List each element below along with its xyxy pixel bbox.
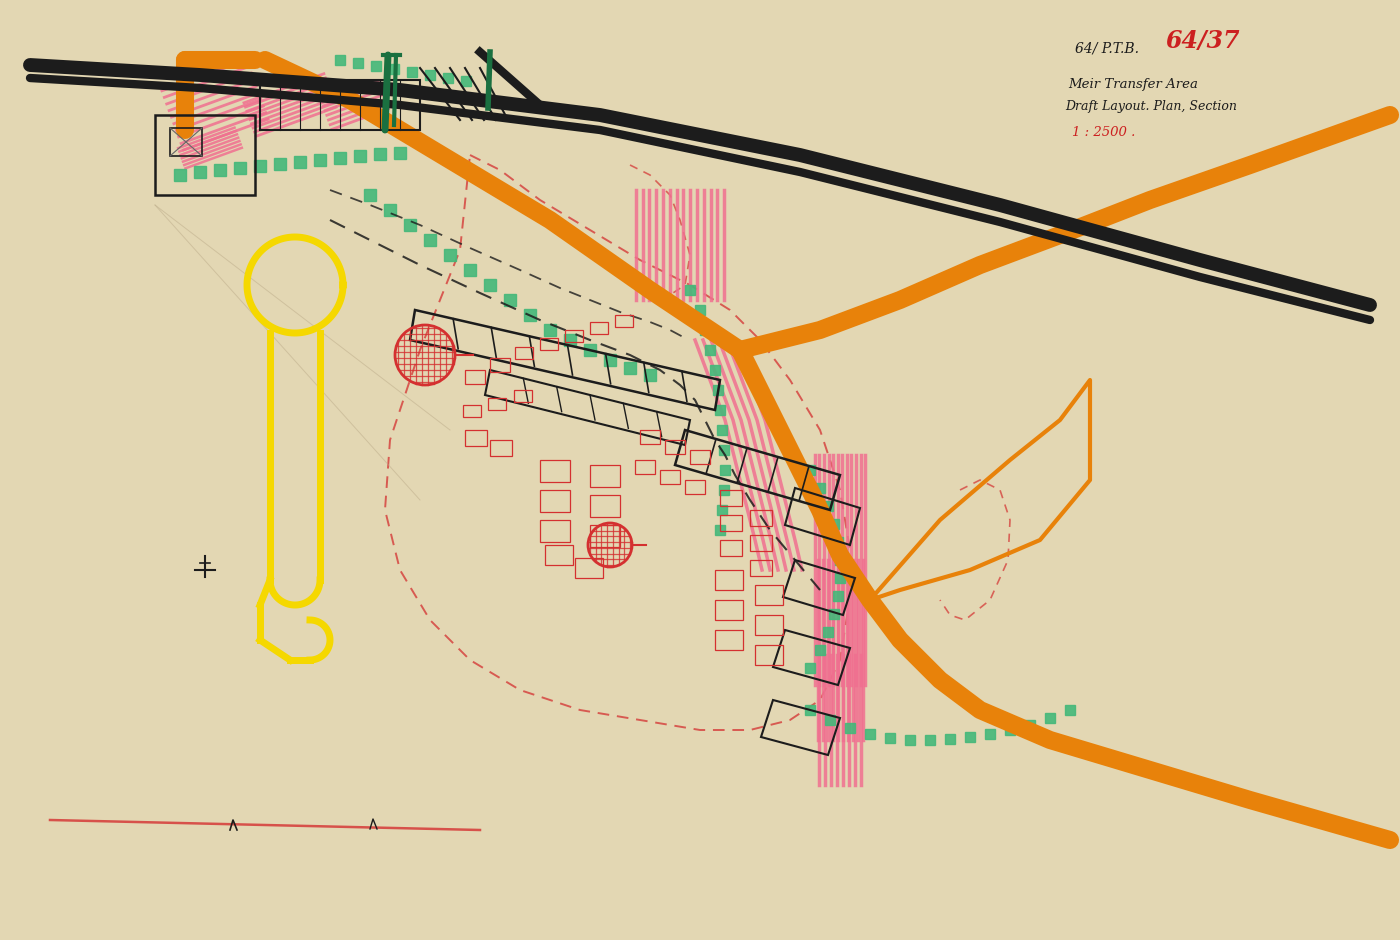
Bar: [715, 600, 743, 620]
Bar: [690, 450, 710, 464]
Bar: [540, 520, 570, 542]
Bar: [545, 545, 573, 565]
Bar: [589, 525, 620, 547]
Text: 1 : 2500 .: 1 : 2500 .: [1072, 126, 1135, 139]
Bar: [463, 405, 482, 417]
Bar: [490, 358, 510, 372]
Bar: [720, 540, 742, 556]
Bar: [636, 460, 655, 474]
Bar: [665, 440, 685, 454]
Bar: [615, 315, 633, 327]
Bar: [750, 510, 771, 526]
Bar: [465, 370, 484, 384]
Bar: [755, 585, 783, 605]
Bar: [589, 322, 608, 334]
Bar: [169, 128, 202, 156]
Bar: [720, 515, 742, 531]
Bar: [515, 347, 533, 359]
Bar: [514, 390, 532, 402]
Bar: [685, 480, 706, 494]
Bar: [750, 560, 771, 576]
Bar: [489, 398, 505, 410]
Bar: [750, 535, 771, 551]
Bar: [715, 630, 743, 650]
Bar: [575, 558, 603, 578]
Bar: [260, 80, 420, 130]
Bar: [465, 430, 487, 446]
Bar: [715, 570, 743, 590]
Bar: [755, 615, 783, 635]
Text: Meir Transfer Area: Meir Transfer Area: [1068, 78, 1198, 91]
Bar: [155, 115, 255, 195]
Bar: [566, 330, 582, 342]
Bar: [755, 645, 783, 665]
Bar: [720, 490, 742, 506]
Bar: [490, 440, 512, 456]
Text: 64/ P.T.B.: 64/ P.T.B.: [1075, 41, 1140, 55]
Bar: [540, 490, 570, 512]
Bar: [589, 465, 620, 487]
Bar: [640, 430, 659, 444]
Bar: [540, 338, 559, 350]
Text: Draft Layout. Plan, Section: Draft Layout. Plan, Section: [1065, 100, 1236, 113]
Bar: [589, 495, 620, 517]
Bar: [540, 460, 570, 482]
Bar: [659, 470, 680, 484]
Text: 64/37: 64/37: [1165, 29, 1239, 53]
